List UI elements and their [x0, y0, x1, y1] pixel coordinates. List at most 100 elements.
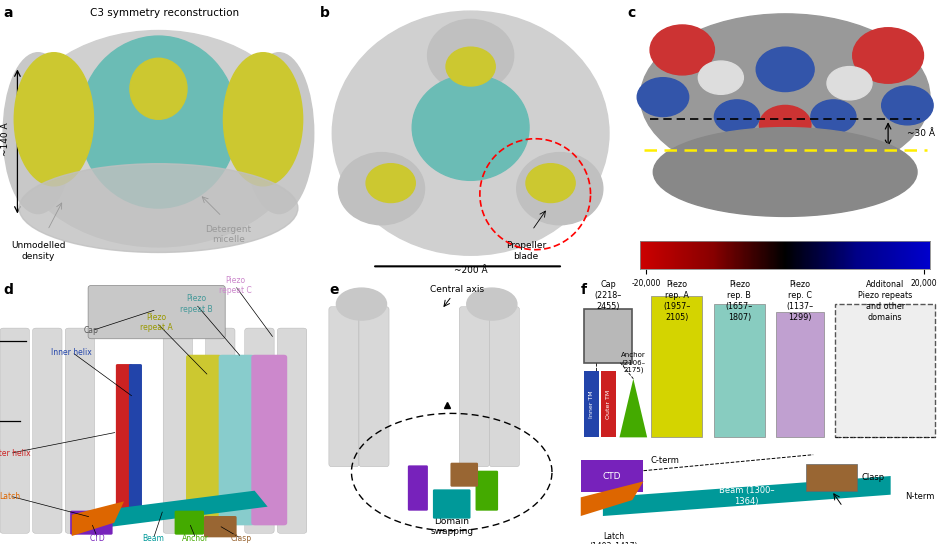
FancyBboxPatch shape — [359, 307, 389, 467]
Text: Unmodelled
density: Unmodelled density — [10, 242, 65, 261]
Ellipse shape — [339, 152, 425, 225]
Text: f: f — [581, 283, 587, 297]
Ellipse shape — [827, 66, 872, 100]
Ellipse shape — [244, 53, 314, 214]
FancyBboxPatch shape — [713, 304, 765, 437]
Text: Outer TM: Outer TM — [606, 390, 611, 419]
FancyBboxPatch shape — [186, 355, 222, 526]
Ellipse shape — [130, 58, 187, 119]
Ellipse shape — [640, 14, 930, 181]
Ellipse shape — [517, 152, 603, 225]
Text: ~30 Å: ~30 Å — [907, 129, 936, 138]
Ellipse shape — [412, 75, 529, 180]
Text: Inner TM: Inner TM — [589, 390, 594, 418]
Ellipse shape — [811, 100, 856, 133]
FancyBboxPatch shape — [163, 328, 193, 533]
Text: Latch: Latch — [0, 492, 21, 500]
FancyBboxPatch shape — [204, 516, 236, 537]
Text: Detergent
micelle: Detergent micelle — [205, 225, 252, 244]
Text: Piezo
repeat C: Piezo repeat C — [219, 276, 252, 295]
Text: Latch
(1403–1417): Latch (1403–1417) — [589, 532, 639, 544]
Polygon shape — [581, 481, 643, 516]
Ellipse shape — [337, 288, 387, 320]
Ellipse shape — [223, 53, 303, 186]
Ellipse shape — [3, 53, 73, 214]
Text: C3 symmetry reconstruction: C3 symmetry reconstruction — [90, 8, 239, 18]
Text: CTD: CTD — [603, 472, 622, 480]
FancyBboxPatch shape — [0, 328, 29, 533]
Ellipse shape — [714, 100, 760, 133]
Ellipse shape — [756, 47, 815, 91]
Text: C-term: C-term — [651, 455, 680, 465]
Text: Piezo
repeat B: Piezo repeat B — [180, 294, 212, 314]
FancyBboxPatch shape — [476, 471, 499, 511]
Ellipse shape — [428, 20, 514, 91]
Ellipse shape — [882, 86, 933, 125]
FancyBboxPatch shape — [408, 465, 428, 511]
Ellipse shape — [654, 128, 917, 217]
Text: ~200 Å: ~200 Å — [454, 265, 487, 275]
FancyBboxPatch shape — [489, 307, 519, 467]
FancyBboxPatch shape — [450, 463, 478, 487]
FancyBboxPatch shape — [651, 296, 703, 437]
FancyBboxPatch shape — [581, 460, 643, 492]
Polygon shape — [603, 476, 891, 516]
FancyBboxPatch shape — [601, 371, 616, 437]
Text: Propeller
blade: Propeller blade — [506, 242, 546, 261]
Ellipse shape — [14, 53, 94, 186]
FancyBboxPatch shape — [459, 307, 489, 467]
FancyBboxPatch shape — [115, 364, 132, 514]
Ellipse shape — [447, 47, 496, 86]
FancyBboxPatch shape — [433, 490, 470, 518]
Text: Piezo
rep. C
(1137–
1299): Piezo rep. C (1137– 1299) — [787, 280, 814, 323]
Ellipse shape — [650, 25, 714, 75]
Text: Piezo
repeat A: Piezo repeat A — [140, 313, 173, 332]
FancyBboxPatch shape — [777, 312, 824, 437]
FancyBboxPatch shape — [65, 328, 95, 533]
Text: c: c — [627, 5, 636, 20]
Text: Clasp: Clasp — [231, 534, 252, 543]
FancyBboxPatch shape — [585, 310, 632, 363]
FancyBboxPatch shape — [806, 464, 857, 491]
Ellipse shape — [332, 11, 609, 255]
Text: d: d — [3, 283, 13, 297]
Text: Central axis: Central axis — [429, 286, 483, 294]
Ellipse shape — [638, 78, 689, 116]
Text: Piezo
rep. A
(1957–
2105): Piezo rep. A (1957– 2105) — [663, 280, 691, 323]
Text: Additonal
Piezo repeats
and other
domains: Additonal Piezo repeats and other domain… — [858, 280, 912, 323]
Text: CTD: CTD — [90, 534, 106, 543]
Text: b: b — [320, 5, 330, 20]
FancyBboxPatch shape — [277, 328, 307, 533]
FancyBboxPatch shape — [252, 355, 288, 526]
Ellipse shape — [466, 288, 517, 320]
FancyBboxPatch shape — [175, 511, 204, 535]
Text: e: e — [329, 283, 339, 297]
Ellipse shape — [698, 61, 744, 94]
Text: Beam: Beam — [143, 534, 165, 543]
Text: N-term: N-term — [905, 492, 935, 500]
Text: Cap: Cap — [84, 326, 98, 335]
Ellipse shape — [12, 30, 305, 247]
Text: ~140 Å: ~140 Å — [1, 122, 9, 156]
Text: Anchor: Anchor — [183, 534, 209, 543]
Polygon shape — [72, 502, 124, 536]
Text: a: a — [3, 5, 12, 20]
FancyBboxPatch shape — [32, 328, 62, 533]
Polygon shape — [88, 491, 268, 528]
FancyBboxPatch shape — [88, 286, 225, 339]
Text: Cap
(2218–
2455): Cap (2218– 2455) — [595, 280, 622, 311]
Ellipse shape — [760, 106, 811, 144]
FancyBboxPatch shape — [585, 371, 599, 437]
Text: Outer helix: Outer helix — [0, 449, 31, 458]
Text: Domain
swapping: Domain swapping — [430, 517, 473, 536]
Ellipse shape — [852, 28, 923, 83]
FancyBboxPatch shape — [219, 355, 254, 526]
Ellipse shape — [79, 36, 237, 208]
Text: Beam (1300–
1364): Beam (1300– 1364) — [719, 486, 775, 506]
FancyBboxPatch shape — [70, 511, 113, 535]
Ellipse shape — [366, 164, 415, 202]
FancyBboxPatch shape — [129, 364, 142, 514]
FancyBboxPatch shape — [835, 304, 935, 437]
FancyBboxPatch shape — [205, 328, 235, 533]
Text: Clasp: Clasp — [861, 473, 885, 482]
